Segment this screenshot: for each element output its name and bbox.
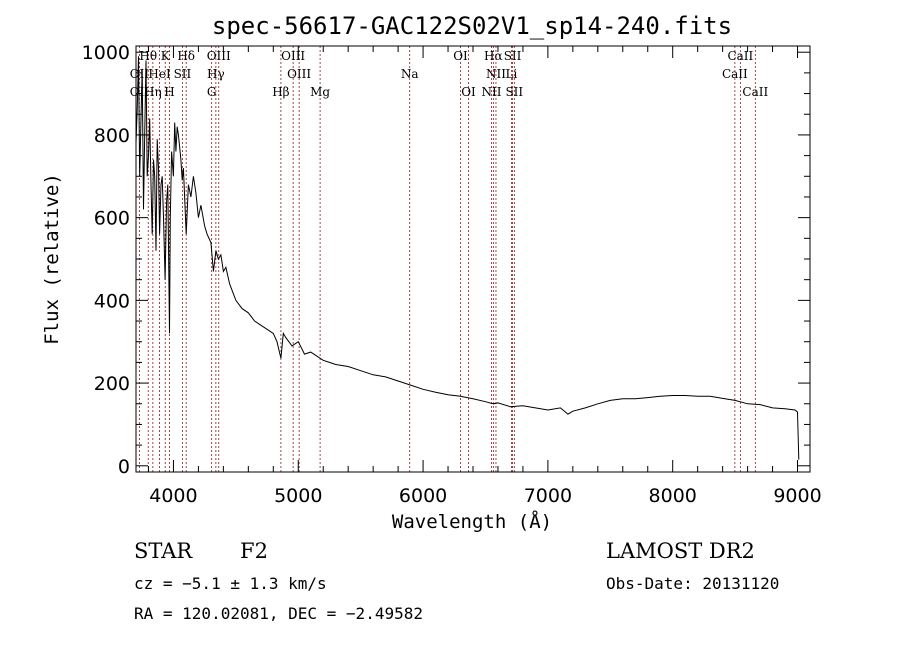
obs-date: Obs-Date: 20131120 <box>606 574 779 593</box>
spectral-line-label: Hη <box>144 85 162 99</box>
spectral-line-label: OI <box>453 49 468 63</box>
x-tick-label: 6000 <box>399 485 447 507</box>
spectral-line-label: SII <box>174 67 192 81</box>
coordinates: RA = 120.02081, DEC = −2.49582 <box>134 604 423 623</box>
spectral-line-label: G <box>207 85 217 99</box>
spectral-line-label: OII <box>130 67 150 81</box>
object-subclass: F2 <box>240 539 268 563</box>
spectral-line-label: K <box>161 49 171 63</box>
y-tick-label: 1000 <box>82 42 130 64</box>
spectral-line-label: OI <box>461 85 476 99</box>
plot-frame <box>135 45 811 473</box>
spectral-line-label: OIII <box>281 49 305 63</box>
x-axis-label: Wavelength (Å) <box>392 510 552 533</box>
x-tick-label: 8000 <box>649 485 697 507</box>
spectral-line-label: OIII <box>207 49 231 63</box>
spectral-line-label: H <box>164 85 174 99</box>
spectral-line-label: Hα <box>484 49 503 63</box>
x-tick-label: 5000 <box>274 485 322 507</box>
spectral-line-markers <box>138 46 756 472</box>
x-tick-label: 4000 <box>149 485 197 507</box>
y-tick-label: 400 <box>94 290 130 312</box>
spectral-line-label: NII <box>486 67 506 81</box>
y-tick-label: 600 <box>94 208 130 230</box>
spectral-line-label: NII <box>481 85 501 99</box>
survey-name: LAMOST DR2 <box>606 539 755 563</box>
spectral-line-label: CaII <box>727 49 753 63</box>
redshift-value: cz = −5.1 ± 1.3 km/s <box>134 574 327 593</box>
spectral-line-label: Hβ <box>272 85 289 99</box>
spectral-line-label: Hδ <box>177 49 195 63</box>
y-tick-label: 0 <box>118 456 130 478</box>
chart-title: spec-56617-GAC122S02V1_sp14-240.fits <box>212 12 732 40</box>
y-tick-label: 200 <box>94 373 130 395</box>
x-tick-label: 9000 <box>773 485 821 507</box>
y-tick-label: 800 <box>94 125 130 147</box>
spectrum-series-line <box>135 56 800 460</box>
spectral-line-label: Mg <box>310 85 330 99</box>
spectral-line-label: CaII <box>722 67 748 81</box>
spectral-line-label: SII <box>504 49 522 63</box>
x-tick-label: 7000 <box>524 485 572 507</box>
spectral-line-label: HeI <box>148 67 171 81</box>
spectral-line-label: SII <box>505 85 523 99</box>
spectral-line-label: OII <box>130 85 150 99</box>
spectral-line-label: CaII <box>742 85 768 99</box>
spectral-line-label: Li <box>506 67 518 81</box>
object-class: STAR <box>134 539 193 563</box>
spectral-line-label: OIII <box>287 67 311 81</box>
axis-ticks: 4000 5000 6000 7000 8000 9000 0 200 400 600 800 100… <box>82 42 822 507</box>
spectral-line-label: Hγ <box>207 67 225 81</box>
spectral-line-label: Na <box>401 67 419 81</box>
y-axis-label: Flux (relative) <box>41 173 63 345</box>
